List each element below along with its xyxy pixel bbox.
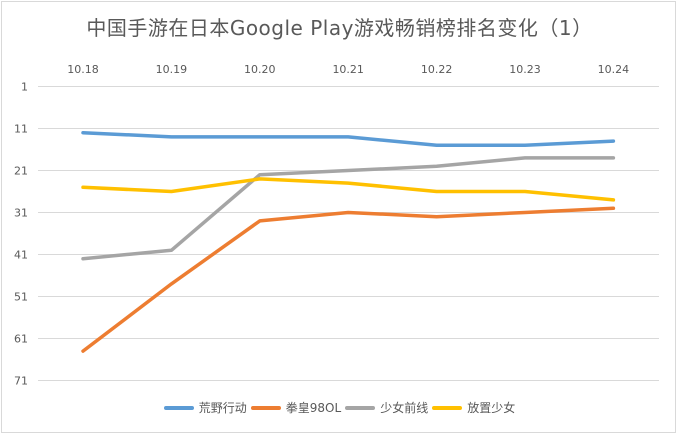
x-tick-label: 10.20 — [244, 63, 276, 76]
legend-item-huangye[interactable]: 荒野行动 — [163, 399, 247, 416]
legend-label: 拳皇98OL — [285, 401, 342, 415]
legend-label: 放置少女 — [467, 401, 516, 415]
x-tick-label: 10.19 — [156, 63, 188, 76]
gridlines — [38, 86, 659, 381]
x-tick-label: 10.18 — [67, 63, 99, 76]
y-tick-label: 71 — [14, 375, 28, 388]
y-tick-label: 31 — [14, 207, 28, 220]
series-line-0[interactable] — [81, 130, 616, 148]
y-tick-label: 51 — [14, 291, 28, 304]
x-tick-label: 10.21 — [332, 63, 364, 76]
y-tick-label: 21 — [14, 165, 28, 178]
legend-item-girls-frontline[interactable]: 少女前线 — [345, 399, 428, 416]
legend-swatch-icon — [345, 405, 376, 410]
x-tick-label: 10.23 — [509, 63, 541, 76]
x-tick-label: 10.22 — [421, 63, 453, 76]
legend-item-fangzhi-shaonv[interactable]: 放置少女 — [432, 399, 515, 416]
series-line-3[interactable] — [81, 177, 616, 202]
legend-swatch-icon — [432, 405, 463, 410]
series-line-2[interactable] — [81, 156, 616, 261]
chart-title: 中国手游在日本Google Play游戏畅销榜排名变化（1） — [86, 16, 593, 40]
legend-swatch-icon — [250, 405, 281, 410]
legend-label: 荒野行动 — [198, 401, 247, 415]
y-tick-label: 11 — [14, 123, 28, 136]
legend-label: 少女前线 — [380, 401, 429, 415]
y-tick-label: 61 — [14, 333, 28, 346]
y-tick-label: 1 — [21, 81, 28, 94]
legend-item-kof98ol[interactable]: 拳皇98OL — [250, 399, 342, 416]
x-tick-label: 10.24 — [598, 63, 630, 76]
legend: 荒野行动 拳皇98OL 少女前线 放置少女 — [0, 399, 679, 416]
series-lines — [81, 130, 616, 353]
series-line-1[interactable] — [81, 206, 616, 353]
legend-swatch-icon — [163, 405, 194, 410]
x-axis-tick-labels: 10.18 10.19 10.20 10.21 10.22 10.23 10.24 — [67, 63, 629, 76]
y-tick-label: 41 — [14, 249, 28, 262]
